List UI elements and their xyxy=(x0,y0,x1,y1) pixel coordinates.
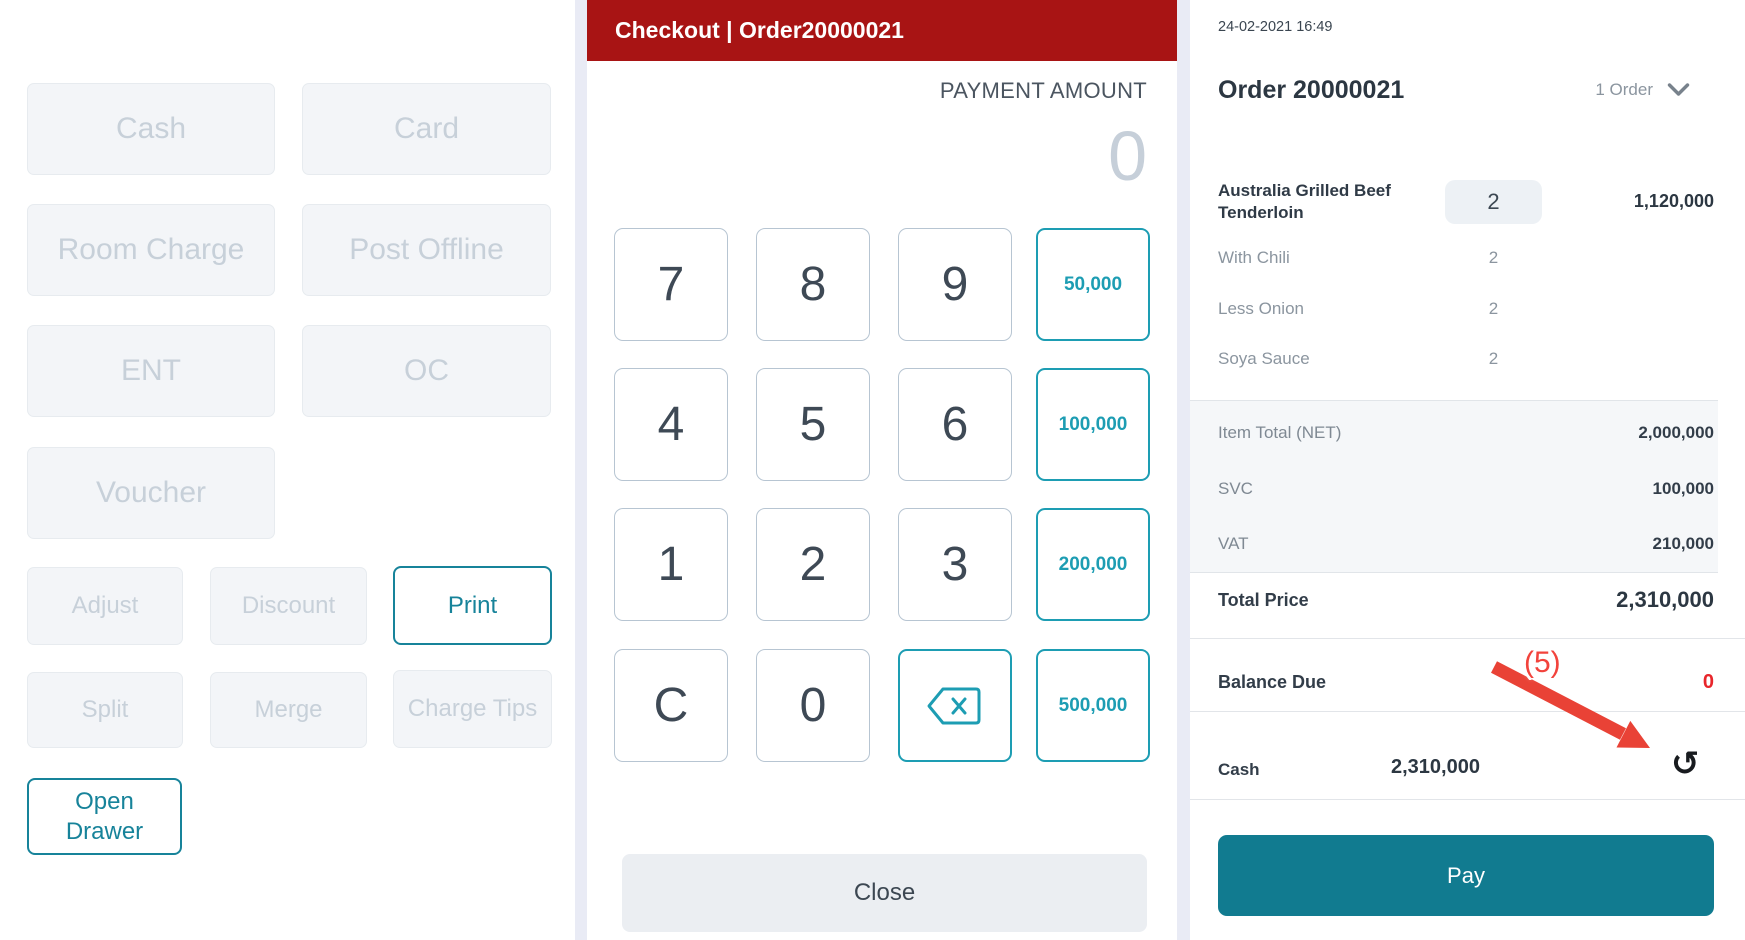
total-price-label: Total Price xyxy=(1218,589,1309,610)
order-timestamp: 24-02-2021 16:49 xyxy=(1218,19,1333,35)
quick-amount-50000-button[interactable]: 50,000 xyxy=(1036,228,1150,341)
charge-tips-button[interactable]: Charge Tips xyxy=(393,670,552,748)
payment-method-voucher-button[interactable]: Voucher xyxy=(27,447,275,539)
balance-due-row: Balance Due 0 xyxy=(1218,668,1714,696)
total-price-row: Total Price 2,310,000 xyxy=(1218,585,1714,615)
balance-due-label: Balance Due xyxy=(1218,671,1327,692)
quick-amount-100000-button[interactable]: 100,000 xyxy=(1036,368,1150,481)
order-count-dropdown[interactable]: 1 Order xyxy=(1595,80,1690,100)
annotation-step-label: (5) xyxy=(1524,646,1561,679)
total-row-value: 210,000 xyxy=(1652,534,1714,553)
payment-amount-label: PAYMENT AMOUNT xyxy=(939,78,1147,103)
modifier-quantity: 2 xyxy=(1488,248,1499,267)
keypad-3[interactable]: 3 xyxy=(898,508,1012,621)
modifier-name: With Chili xyxy=(1218,248,1290,267)
total-price-value: 2,310,000 xyxy=(1616,587,1714,612)
open-drawer-button[interactable]: Open Drawer xyxy=(27,778,182,855)
payment-method-room-charge-button[interactable]: Room Charge xyxy=(27,204,275,296)
right-panel-divider xyxy=(1177,0,1190,940)
pay-button[interactable]: Pay xyxy=(1218,835,1714,916)
checkout-header: Checkout | Order20000021 xyxy=(587,0,1177,61)
keypad-1[interactable]: 1 xyxy=(614,508,728,621)
balance-due-value: 0 xyxy=(1702,670,1714,693)
total-row-label: VAT xyxy=(1218,534,1249,553)
item-price: 1,120,000 xyxy=(1633,191,1714,211)
divider xyxy=(1190,799,1745,800)
total-row-label: Item Total (NET) xyxy=(1218,423,1342,442)
modifier-name: Less Onion xyxy=(1218,299,1304,318)
merge-button[interactable]: Merge xyxy=(210,672,367,748)
checkout-header-title: Checkout | Order20000021 xyxy=(615,17,904,43)
total-row: Item Total (NET) 2,000,000 xyxy=(1218,423,1714,443)
annotation-arrow-icon xyxy=(1482,648,1667,768)
payment-method-post-offline-button[interactable]: Post Offline xyxy=(302,204,551,296)
print-button[interactable]: Print xyxy=(393,566,552,645)
undo-icon[interactable]: ↺ xyxy=(1671,744,1700,784)
keypad-5[interactable]: 5 xyxy=(756,368,870,481)
keypad-7[interactable]: 7 xyxy=(614,228,728,341)
order-count-label: 1 Order xyxy=(1595,80,1653,99)
split-button[interactable]: Split xyxy=(27,672,183,748)
total-row: VAT 210,000 xyxy=(1218,534,1714,554)
discount-button[interactable]: Discount xyxy=(210,567,367,645)
adjust-button[interactable]: Adjust xyxy=(27,567,183,645)
left-panel-divider xyxy=(575,0,587,940)
total-row: SVC 100,000 xyxy=(1218,479,1714,499)
divider xyxy=(1190,638,1745,639)
payment-method-card-button[interactable]: Card xyxy=(302,83,551,175)
totals-section: Item Total (NET) 2,000,000 SVC 100,000 V… xyxy=(1190,400,1718,573)
chevron-down-icon xyxy=(1667,83,1690,97)
close-button[interactable]: Close xyxy=(622,854,1147,932)
modifier-name: Soya Sauce xyxy=(1218,349,1310,368)
keypad-4[interactable]: 4 xyxy=(614,368,728,481)
keypad-clear[interactable]: C xyxy=(614,649,728,762)
keypad-8[interactable]: 8 xyxy=(756,228,870,341)
tendered-amount-value: 2,310,000 xyxy=(1391,756,1480,778)
payment-method-cash-button[interactable]: Cash xyxy=(27,83,275,175)
divider xyxy=(1190,711,1745,712)
total-row-label: SVC xyxy=(1218,479,1253,498)
item-quantity-badge[interactable]: 2 xyxy=(1445,180,1542,224)
payment-amount-value: 0 xyxy=(1108,117,1147,195)
backspace-icon xyxy=(926,685,984,727)
keypad-9[interactable]: 9 xyxy=(898,228,1012,341)
total-row-value: 2,000,000 xyxy=(1638,423,1714,442)
payment-method-oc-button[interactable]: OC xyxy=(302,325,551,417)
keypad-backspace-button[interactable] xyxy=(898,649,1012,762)
payment-method-ent-button[interactable]: ENT xyxy=(27,325,275,417)
quick-amount-500000-button[interactable]: 500,000 xyxy=(1036,649,1150,762)
keypad-0[interactable]: 0 xyxy=(756,649,870,762)
total-row-value: 100,000 xyxy=(1652,479,1714,498)
keypad-2[interactable]: 2 xyxy=(756,508,870,621)
modifier-quantity: 2 xyxy=(1488,299,1499,318)
keypad-6[interactable]: 6 xyxy=(898,368,1012,481)
item-name: Australia Grilled Beef Tenderloin xyxy=(1218,181,1391,222)
quick-amount-200000-button[interactable]: 200,000 xyxy=(1036,508,1150,621)
order-title: Order 20000021 xyxy=(1218,75,1405,104)
modifier-quantity: 2 xyxy=(1488,349,1499,368)
tendered-method-label: Cash xyxy=(1218,760,1260,779)
